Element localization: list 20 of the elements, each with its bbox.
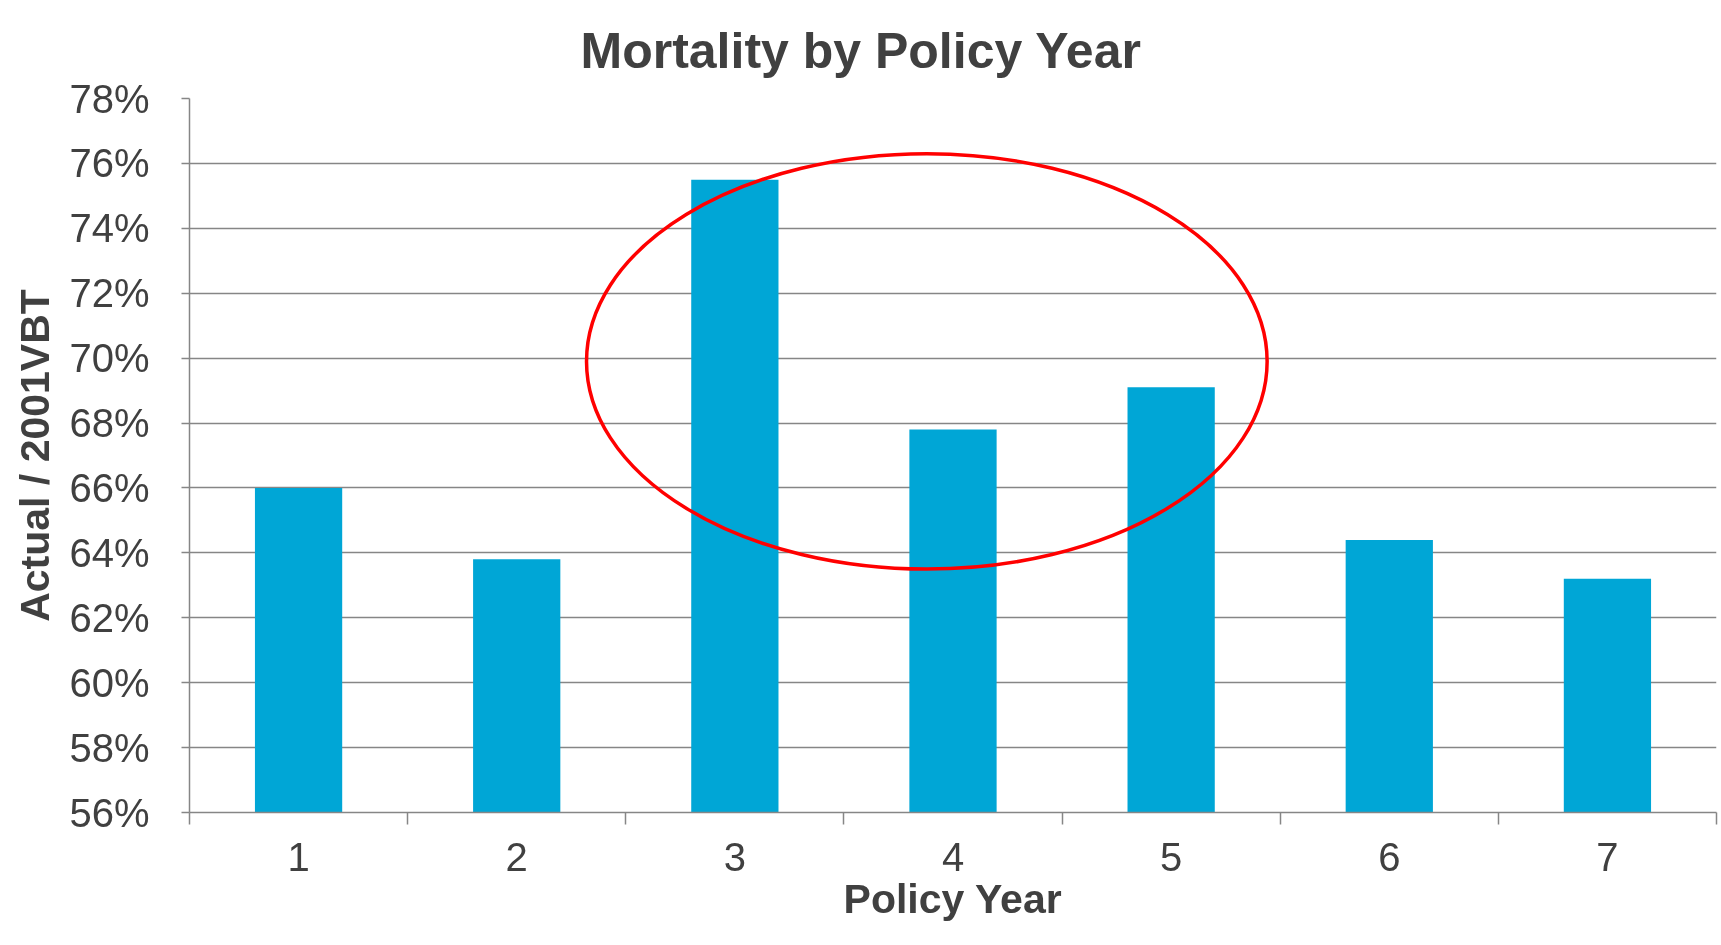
- y-tick-label: 70%: [69, 336, 150, 381]
- y-tick-label: 56%: [69, 790, 150, 835]
- x-tick-label: 2: [505, 834, 528, 879]
- x-tick-label: 6: [1378, 834, 1401, 879]
- y-tick-label: 76%: [69, 141, 150, 186]
- x-tick-label: 1: [287, 834, 310, 879]
- x-tick-label: 3: [723, 834, 746, 879]
- y-tick-label: 58%: [69, 725, 150, 770]
- y-tick-label: 66%: [69, 465, 150, 510]
- y-tick-label: 68%: [69, 401, 150, 446]
- y-tick-label: 60%: [69, 660, 150, 705]
- y-tick-label: 72%: [69, 271, 150, 316]
- y-tick-label: 78%: [69, 76, 150, 121]
- y-axis-title: Actual / 2001VBT: [12, 289, 59, 622]
- x-tick-label: 7: [1596, 834, 1619, 879]
- y-tick-label: 74%: [69, 206, 150, 251]
- y-tick-label: 62%: [69, 595, 150, 640]
- y-tick-label: 64%: [69, 530, 150, 575]
- chart-title: Mortality by Policy Year: [580, 22, 1141, 79]
- x-tick-label: 5: [1160, 834, 1183, 879]
